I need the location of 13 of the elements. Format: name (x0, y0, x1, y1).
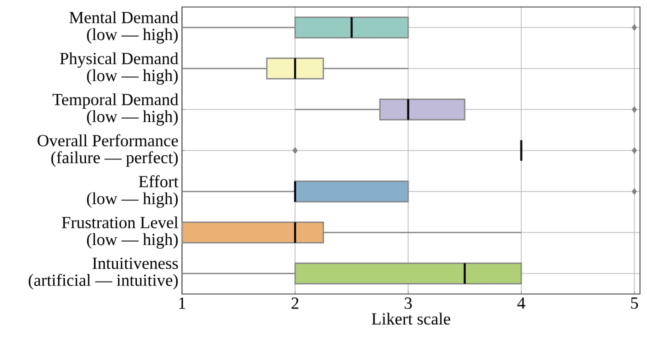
y-tick-label: Overall Performance (failure — perfect) (38, 134, 178, 167)
y-tick-label: Temporal Demand (low — high) (52, 93, 178, 126)
y-tick-label: Frustration Level (low — high) (62, 216, 178, 249)
x-tick-label: 2 (292, 298, 298, 309)
x-axis-title: Likert scale (372, 312, 450, 325)
y-tick-label: Intuitiveness (artificial — intuitive) (28, 258, 178, 290)
y-tick-label: Physical Demand (low — high) (60, 52, 178, 85)
x-tick-label: 4 (517, 298, 526, 309)
x-tick-label: 3 (404, 298, 412, 309)
x-tick-label: 5 (631, 298, 638, 309)
y-tick-label: Effort (low — high) (87, 175, 178, 208)
y-tick-label: Mental Demand (low — high) (69, 11, 178, 44)
x-tick-label: 1 (179, 298, 186, 309)
